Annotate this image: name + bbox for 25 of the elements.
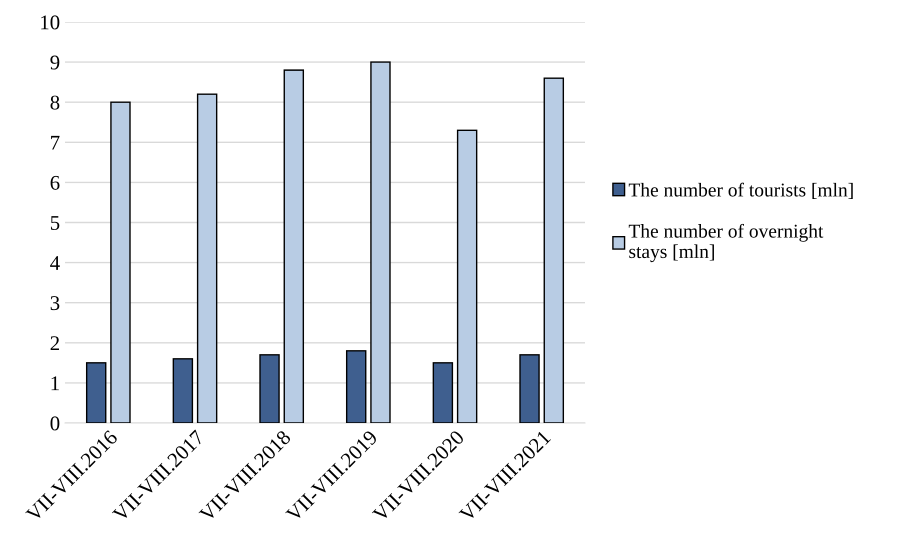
y-tick-label: 6: [50, 176, 60, 190]
y-tick-label: 1: [52, 376, 59, 390]
legend-label: The number of tourists [mln]: [628, 182, 853, 199]
bar: [432, 362, 454, 423]
y-tick-label: 4: [50, 256, 60, 270]
y-tick-label: 10: [41, 15, 60, 30]
y-tick-label: 0: [50, 416, 60, 430]
y-tick-label: 8: [50, 96, 60, 110]
bar: [456, 130, 478, 423]
y-tick-label: 5: [50, 216, 60, 230]
y-tick-label: 2: [50, 336, 59, 350]
bar: [86, 362, 106, 423]
legend-label: The number of overnight stays [mln]: [628, 224, 824, 262]
bar: [110, 102, 131, 423]
y-tick-label: 3: [50, 296, 60, 310]
y-tick-label: 9: [50, 56, 60, 70]
bar: [519, 354, 540, 423]
bar: [196, 93, 218, 423]
bar: [259, 354, 280, 423]
bar: [346, 350, 366, 423]
bar: [370, 61, 391, 423]
bar: [172, 358, 194, 423]
y-tick-label: 7: [51, 136, 60, 150]
bar: [284, 69, 304, 423]
bar: [544, 77, 564, 423]
